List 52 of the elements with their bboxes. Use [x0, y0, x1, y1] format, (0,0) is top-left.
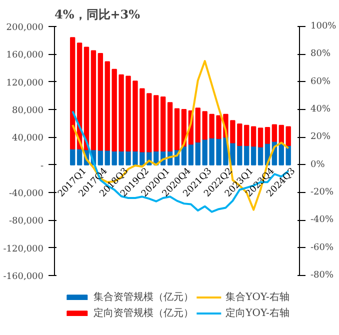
y-tick-label: -120,000 [3, 244, 44, 254]
y2-tick-label: 20% [310, 132, 331, 142]
bar [154, 95, 159, 152]
legend-label: 定向资管规模（亿元） [94, 306, 194, 320]
bar [258, 146, 264, 166]
bar [250, 146, 256, 166]
bar [250, 126, 256, 147]
bar [264, 126, 270, 144]
y-tick-label: -160,000 [3, 272, 44, 282]
y2-tick-label: 60% [310, 76, 331, 87]
legend-label: 定向YOY-右轴 [226, 306, 290, 320]
bar [76, 148, 82, 166]
y2-tick-label: -20% [310, 188, 334, 198]
bar [181, 146, 187, 166]
bar [244, 124, 250, 146]
bar [272, 124, 278, 142]
y2-tick-label: 40% [310, 104, 331, 114]
bar [258, 128, 264, 148]
y2-tick-label: 0% [310, 160, 326, 170]
bar [104, 61, 110, 151]
legend-label: 集合YOY-右轴 [226, 290, 290, 304]
bar [84, 46, 90, 150]
bar [70, 37, 76, 150]
y-tick-label: 40,000 [12, 134, 44, 144]
bar [278, 124, 284, 144]
bar [195, 142, 200, 166]
y-tick-label: 200,000 [6, 23, 44, 33]
y2-tick-label: -60% [310, 242, 334, 253]
y2-tick-label: 80% [310, 49, 331, 60]
bar [90, 50, 96, 150]
bar [286, 126, 291, 146]
bar [188, 144, 194, 166]
bar [244, 144, 250, 166]
y2-tick-label: -40% [310, 215, 334, 226]
y-tick-label: -80,000 [8, 216, 44, 227]
bar [195, 108, 200, 143]
bar [160, 96, 166, 152]
bar [174, 108, 180, 150]
y-tick-label: - [40, 161, 44, 172]
bar [104, 150, 110, 166]
bar [167, 102, 173, 152]
bar [98, 150, 104, 166]
bar [98, 52, 104, 151]
y2-tick-label: 100% [310, 22, 337, 32]
y2-tick-label: -80% [310, 270, 334, 280]
bar [70, 148, 76, 166]
y-tick-label: -40,000 [8, 189, 44, 199]
chart-title: 4%，同比+3% [54, 8, 141, 22]
y-tick-label: 120,000 [6, 78, 44, 88]
y-tick-label: 160,000 [6, 50, 44, 61]
y-tick-label: 80,000 [12, 106, 44, 116]
legend-label: 集合资管规模（亿元） [94, 290, 194, 304]
